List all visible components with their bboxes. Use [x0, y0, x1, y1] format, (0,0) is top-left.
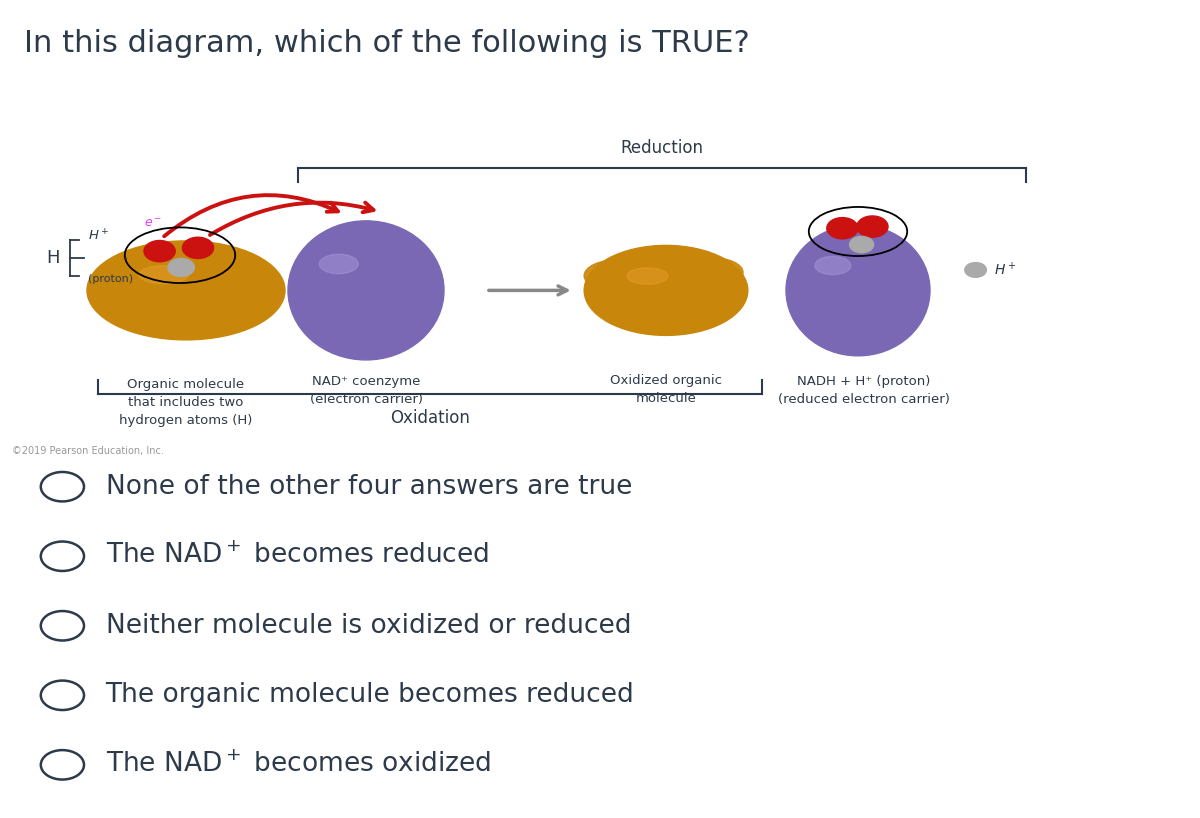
- Ellipse shape: [193, 256, 270, 289]
- Text: The organic molecule becomes reduced: The organic molecule becomes reduced: [106, 682, 635, 708]
- Ellipse shape: [319, 254, 358, 274]
- Text: In this diagram, which of the following is TRUE?: In this diagram, which of the following …: [24, 29, 750, 57]
- Circle shape: [965, 263, 986, 277]
- Text: Oxidation: Oxidation: [390, 409, 470, 427]
- Ellipse shape: [584, 259, 652, 291]
- Circle shape: [168, 258, 194, 276]
- Ellipse shape: [786, 225, 930, 356]
- Circle shape: [857, 216, 888, 237]
- Text: Neither molecule is oxidized or reduced: Neither molecule is oxidized or reduced: [106, 613, 631, 639]
- Text: The NAD$^+$ becomes reduced: The NAD$^+$ becomes reduced: [106, 543, 488, 569]
- Circle shape: [182, 237, 214, 258]
- Text: $H^+$: $H^+$: [88, 229, 109, 244]
- Circle shape: [827, 218, 858, 239]
- Ellipse shape: [288, 221, 444, 360]
- Text: The NAD$^+$ becomes oxidized: The NAD$^+$ becomes oxidized: [106, 752, 491, 778]
- Ellipse shape: [815, 256, 851, 275]
- Ellipse shape: [127, 290, 197, 320]
- Circle shape: [144, 240, 175, 262]
- Ellipse shape: [584, 245, 748, 335]
- Ellipse shape: [640, 294, 716, 328]
- Ellipse shape: [151, 292, 245, 330]
- Ellipse shape: [680, 258, 743, 287]
- Text: NAD⁺ coenzyme
(electron carrier): NAD⁺ coenzyme (electron carrier): [310, 375, 422, 407]
- Circle shape: [850, 236, 874, 253]
- Text: Organic molecule
that includes two
hydrogen atoms (H): Organic molecule that includes two hydro…: [119, 378, 253, 427]
- Text: Oxidized organic
molecule: Oxidized organic molecule: [610, 374, 722, 405]
- Ellipse shape: [88, 240, 286, 340]
- Ellipse shape: [97, 258, 179, 293]
- Ellipse shape: [613, 292, 671, 319]
- Text: Reduction: Reduction: [620, 139, 703, 157]
- Text: None of the other four answers are true: None of the other four answers are true: [106, 474, 632, 500]
- Text: (proton): (proton): [88, 274, 133, 284]
- Text: H: H: [47, 249, 60, 267]
- Text: NADH + H⁺ (proton)
(reduced electron carrier): NADH + H⁺ (proton) (reduced electron car…: [778, 375, 950, 407]
- Ellipse shape: [626, 268, 668, 285]
- Text: $H^+$: $H^+$: [994, 261, 1016, 279]
- Text: ©2019 Pearson Education, Inc.: ©2019 Pearson Education, Inc.: [12, 446, 164, 456]
- Text: $e^-$: $e^-$: [144, 217, 163, 230]
- Ellipse shape: [139, 266, 188, 284]
